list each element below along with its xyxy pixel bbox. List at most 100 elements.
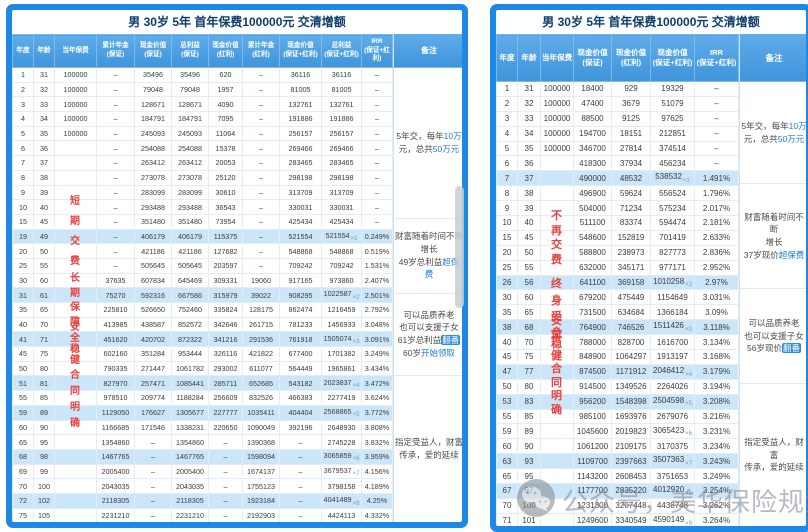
note-segment: 元，总共 (398, 143, 433, 154)
table-cell: 466383 (279, 390, 322, 406)
table-cell: 245093 (134, 125, 172, 142)
table-cell: 256157 (279, 125, 322, 142)
table-cell: – (279, 507, 322, 522)
card-inner: 男 30岁 5年 首年保费100000元 交清增额 年度 年龄 当年保费 现金价值 (… (496, 10, 806, 526)
table-cell: 2.952% (694, 259, 739, 276)
table-cell: 2118305 (96, 492, 135, 509)
table-cell: 100 (517, 497, 541, 514)
table-cell: – (242, 199, 280, 215)
table-cell: – (242, 228, 280, 245)
vertical-slogan: 长期保障 (70, 273, 80, 328)
table-cell: 1109700 (573, 453, 612, 470)
table-cell: 3.264% (694, 512, 739, 526)
table-title: 男 30岁 5年 首年保费100000元 交清增额 (128, 15, 346, 29)
table-cell: 55 (12, 390, 34, 406)
table-cell: 2277419 (321, 390, 362, 406)
table-cell: 256157 (321, 125, 362, 142)
table-cell: 4 (12, 111, 34, 127)
table-cell: – (134, 492, 172, 509)
table-cell: 6 (496, 155, 518, 172)
table-cell: 263412 (134, 155, 172, 171)
table-cell: 413985 (96, 316, 135, 333)
note-text: 财富随着时间不断 增长 49岁总利益超保费 (395, 230, 462, 281)
table-cell: 128671 (134, 96, 172, 113)
table-cell: 75270 (96, 287, 135, 303)
table-cell: 3.624% (361, 390, 393, 406)
table-cell: 1064297 (611, 349, 651, 365)
table-row: 9 39 504000 71234 575234 2.017% (496, 200, 739, 217)
table-cell: 36116 (279, 67, 322, 83)
table-row: 1 31 100000 18400 929 19329– (496, 81, 739, 97)
table-cell: 100000 (54, 125, 97, 142)
table-cell: 128175 (242, 302, 280, 318)
table-cell: – (96, 140, 135, 157)
data-grid: 年度 年龄 当年保费 累计年金 (保证) 现金价值 (保证) 总利益 (保证) 现金价值 (… (12, 34, 393, 522)
table-cell: 4 (496, 125, 518, 142)
table-cell: 34 (33, 111, 55, 127)
table-row: 30 60 37635 607834 645469 309331 19060 917165 97… (12, 272, 393, 289)
table-cell: 1061782 (171, 360, 209, 377)
vertical-slogan: 不再交费 (551, 210, 562, 266)
table-cell: 374514 (650, 140, 695, 157)
note-segment: 56岁现价 (747, 343, 782, 354)
milestone-marker: ×5 (685, 401, 692, 408)
table-cell: – (361, 96, 393, 113)
table-row: 8 38–273078 273078 25120–298198 298198– (12, 169, 393, 186)
table-row: 3 33 100000–128671 128671 4090–132761 132761– (12, 96, 393, 113)
table-cell: 351480 (171, 213, 209, 230)
table-cell: 1456933 (321, 316, 362, 333)
table-cell: 90 (33, 419, 55, 436)
table-row: 10 40 511100 83374 594474 2.181% (496, 215, 739, 231)
table-cell: 2504598×5 (650, 393, 695, 410)
table-cell: 679200 (573, 289, 612, 306)
table-cell: 257471 (134, 375, 172, 392)
table-cell: – (242, 257, 280, 274)
table-cell (54, 331, 97, 348)
table-cell: 132761 (279, 96, 322, 113)
table-cell: 283099 (134, 184, 172, 201)
column-header: 年度 (12, 34, 34, 68)
table-cell: 30 (12, 272, 34, 289)
note-block: 财富随着时间不断 增长 49岁总利益超保费 (394, 219, 462, 294)
table-cell: 37 (517, 170, 541, 187)
scrollbar-thumb[interactable] (455, 186, 464, 308)
table-cell: 781233 (279, 316, 322, 333)
table-cell: 40 (33, 199, 55, 215)
table-cell: 3065423×6 (650, 423, 695, 440)
table-cell: 20 (496, 244, 518, 261)
table-cell: 9 (12, 184, 34, 201)
milestone-marker: ×3 (684, 326, 692, 333)
table-cell: – (694, 140, 739, 157)
table-cell: 50 (33, 243, 55, 259)
table-cell: 8 (496, 185, 518, 202)
table-cell: 6 (12, 140, 34, 157)
table-cell: 80 (33, 360, 55, 377)
table-cell: 3798158 (321, 478, 362, 494)
table-cell: 37 (33, 155, 55, 171)
table-cell: 874500 (573, 363, 612, 380)
table-cell: – (279, 492, 322, 509)
table-cell: – (279, 448, 322, 465)
table-cell: 1390368 (242, 434, 280, 450)
table-cell: 39 (517, 200, 541, 217)
table-row: 30 60 679200 475449 1154649 3.031% (496, 289, 739, 306)
table-cell: 392196 (279, 419, 322, 436)
table-cell: 115375 (208, 228, 243, 245)
table-cell: 505645 (171, 257, 209, 274)
table-cell: 977171 (650, 259, 695, 276)
table-cell: 50 (496, 378, 518, 395)
table-cell: 1349526 (611, 378, 651, 395)
table-cell: 184791 (171, 111, 209, 127)
table-cell: – (96, 96, 135, 113)
table-cell: 7 (496, 170, 518, 187)
table-cell: 788000 (573, 334, 612, 351)
table-cell: 341216 (208, 331, 243, 348)
table-cell: 191886 (321, 111, 362, 127)
table-row: 25 55 632000 345171 977171 2.952% (496, 259, 739, 276)
table-cell: 100000 (540, 81, 574, 97)
table-cell: 2.407% (361, 272, 393, 289)
table-cell: 81005 (321, 81, 362, 98)
table-cell: 914500 (573, 378, 612, 395)
table-cell (540, 185, 574, 202)
